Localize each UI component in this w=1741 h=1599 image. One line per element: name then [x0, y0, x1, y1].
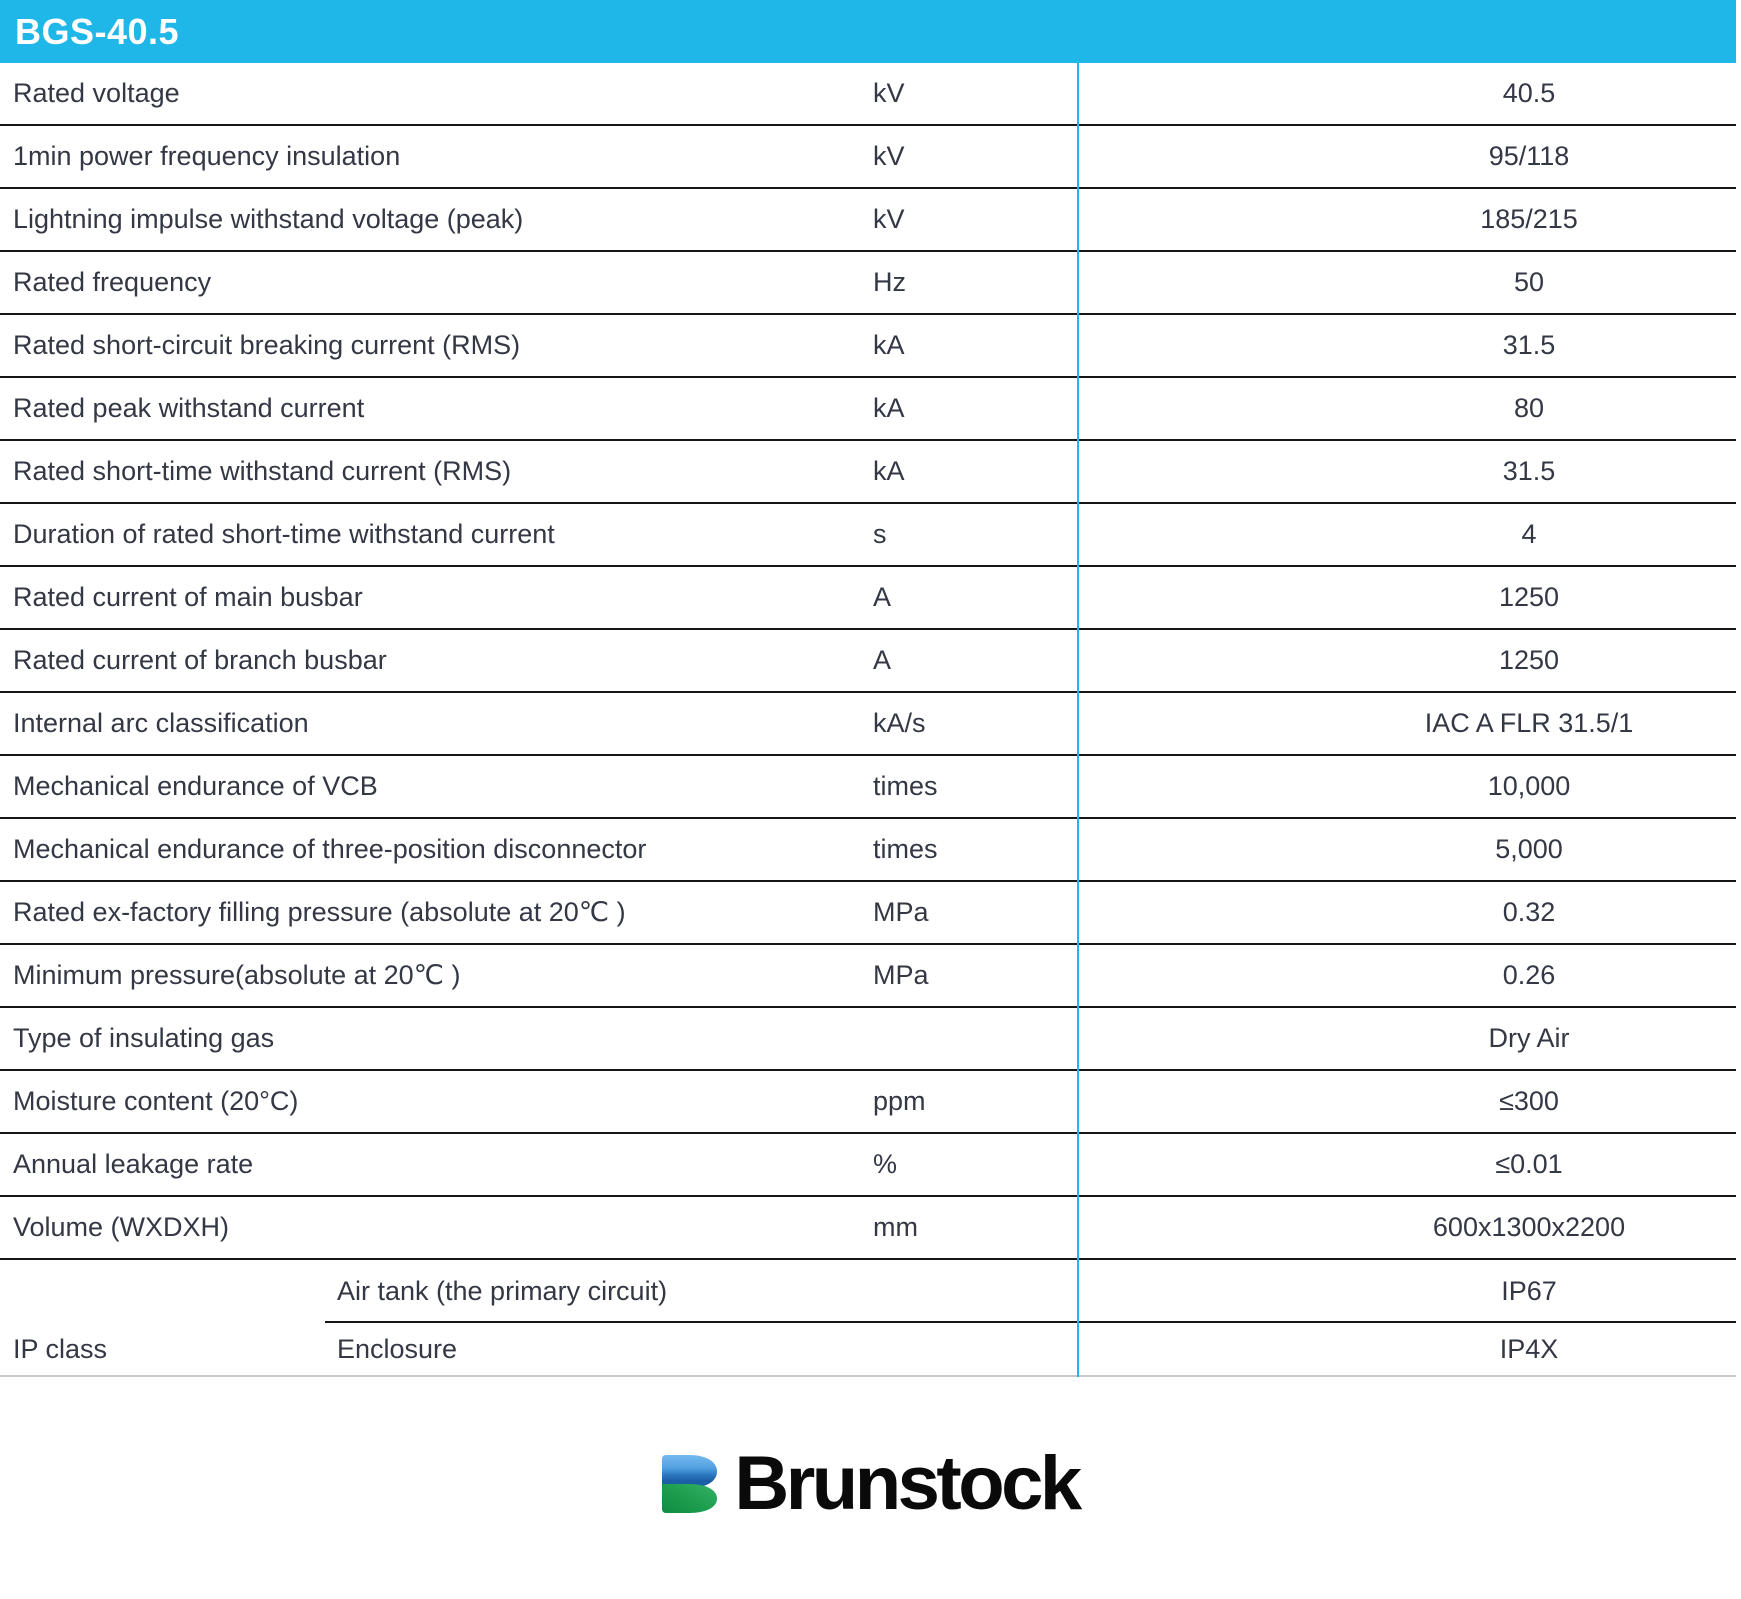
row-unit: ppm: [873, 1086, 926, 1116]
brunstock-b-icon: [662, 1455, 718, 1513]
table-header: BGS-40.5: [0, 0, 1736, 63]
row-unit: mm: [873, 1212, 918, 1242]
row-label: Annual leakage rate: [13, 1149, 254, 1179]
row-label: Type of insulating gas: [13, 1023, 275, 1053]
table-row: Minimum pressure(absolute at 20℃ ) MPa 0.2…: [0, 945, 1736, 1008]
row-unit: kA: [873, 330, 905, 360]
table-row: Annual leakage rate% ≤0.01: [0, 1134, 1736, 1197]
table-row: Rated ex-factory filling pressure (absol…: [0, 882, 1736, 945]
brand-logo: Brunstock: [0, 1446, 1741, 1522]
row-value: 40.5: [1502, 78, 1556, 108]
row-value: IAC A FLR 31.5/1: [1424, 708, 1634, 738]
table-row: Rated short-time withstand current (RMS)…: [0, 441, 1736, 504]
row-unit: A: [873, 645, 892, 675]
row-unit: kA: [873, 393, 905, 423]
table-row-air-tank: Air tank (the primary circuit) IP67: [0, 1260, 1736, 1323]
row-label: Mechanical endurance of three-position d…: [13, 834, 647, 864]
table-row: Rated short-circuit breaking current (RM…: [0, 315, 1736, 378]
row-value: 31.5: [1502, 330, 1556, 360]
row-label: Rated peak withstand current: [13, 393, 365, 423]
row-label: Volume (WXDXH): [13, 1212, 230, 1242]
row-unit: MPa: [873, 960, 929, 990]
row-value: 0.26: [1502, 960, 1556, 990]
table-row: Mechanical endurance of three-position d…: [0, 819, 1736, 882]
row-value: 31.5: [1502, 456, 1556, 486]
row-value: IP4X: [1499, 1333, 1559, 1364]
row-value: 5,000: [1495, 834, 1563, 864]
row-label: Rated ex-factory filling pressure (absol…: [13, 897, 626, 927]
row-label: Rated frequency: [13, 267, 212, 297]
row-label: Air tank (the primary circuit): [337, 1276, 668, 1306]
table-row: 1min power frequency insulation kV 95/118: [0, 126, 1736, 189]
row-label: Internal arc classification: [13, 708, 309, 738]
table-row: Type of insulating gas Dry Air: [0, 1008, 1736, 1071]
row-label: 1min power frequency insulation: [13, 141, 401, 171]
row-value: IP67: [1501, 1276, 1557, 1306]
row-value: ≤300: [1499, 1086, 1559, 1116]
row-unit: %: [873, 1149, 898, 1179]
table-row: Lightning impulse withstand voltage (pea…: [0, 189, 1736, 252]
row-label: Mechanical endurance of VCB: [13, 771, 378, 801]
row-label: Moisture content (20°C): [13, 1086, 299, 1116]
row-value: 95/118: [1488, 141, 1570, 171]
brand-name: Brunstock: [734, 1441, 1082, 1526]
table-row: Duration of rated short-time withstand c…: [0, 504, 1736, 567]
row-label: Rated short-circuit breaking current (RM…: [13, 330, 521, 360]
row-unit: times: [873, 771, 938, 801]
row-unit: Hz: [873, 267, 906, 297]
row-label: Duration of rated short-time withstand c…: [13, 519, 555, 549]
table-rows: Rated voltage kV 40.5 1min power frequency …: [0, 63, 1736, 1260]
table-row: Internal arc classification kA/s IAC A FLR…: [0, 693, 1736, 756]
row-value: 4: [1521, 519, 1537, 549]
row-value: 80: [1513, 393, 1545, 423]
table-row-enclosure: IP class Enclosure IP4X: [0, 1323, 1736, 1377]
row-value: 600x1300x2200: [1432, 1212, 1626, 1242]
row-value: 185/215: [1480, 204, 1578, 234]
row-label: Enclosure: [337, 1333, 458, 1364]
row-value: Dry Air: [1488, 1023, 1570, 1053]
row-label: Rated short-time withstand current (RMS): [13, 456, 512, 486]
table-row: Mechanical endurance of VCB times 10,000: [0, 756, 1736, 819]
table-row: Rated current of main busbar A 1250: [0, 567, 1736, 630]
row-value: 0.32: [1502, 897, 1556, 927]
ip-class-group: Air tank (the primary circuit) IP67 IP c…: [0, 1260, 1736, 1377]
row-unit: s: [873, 519, 887, 549]
row-unit: kA/s: [873, 708, 926, 738]
row-value: ≤0.01: [1495, 1149, 1563, 1179]
row-divider: [325, 1321, 1736, 1323]
row-label: Minimum pressure(absolute at 20℃ ): [13, 960, 461, 990]
row-unit: kA: [873, 456, 905, 486]
row-unit: MPa: [873, 897, 929, 927]
row-unit: A: [873, 582, 892, 612]
row-label: Rated voltage: [13, 78, 180, 108]
row-value: 50: [1513, 267, 1545, 297]
row-value: 1250: [1498, 645, 1560, 675]
row-unit: kV: [873, 204, 905, 234]
column-divider: [1077, 63, 1079, 1377]
row-label: Lightning impulse withstand voltage (pea…: [13, 204, 524, 234]
spec-table: BGS-40.5 Rated voltage kV 40.5 1min power f…: [0, 0, 1736, 1377]
table-row: Rated frequency Hz 50: [0, 252, 1736, 315]
table-title: BGS-40.5: [15, 10, 180, 52]
table-row: Rated current of branch busbar A 1250: [0, 630, 1736, 693]
row-value: 1250: [1498, 582, 1560, 612]
table-row: Rated peak withstand current kA 80: [0, 378, 1736, 441]
row-label: Rated current of main busbar: [13, 582, 363, 612]
table-row: Volume (WXDXH) mm 600x1300x2200: [0, 1197, 1736, 1260]
row-label: Rated current of branch busbar: [13, 645, 387, 675]
row-unit: times: [873, 834, 938, 864]
row-unit: kV: [873, 78, 905, 108]
ip-class-label: IP class: [13, 1333, 108, 1364]
row-unit: kV: [873, 141, 905, 171]
table-row: Moisture content (20°C) ppm ≤300: [0, 1071, 1736, 1134]
row-value: 10,000: [1487, 771, 1571, 801]
table-row: Rated voltage kV 40.5: [0, 63, 1736, 126]
